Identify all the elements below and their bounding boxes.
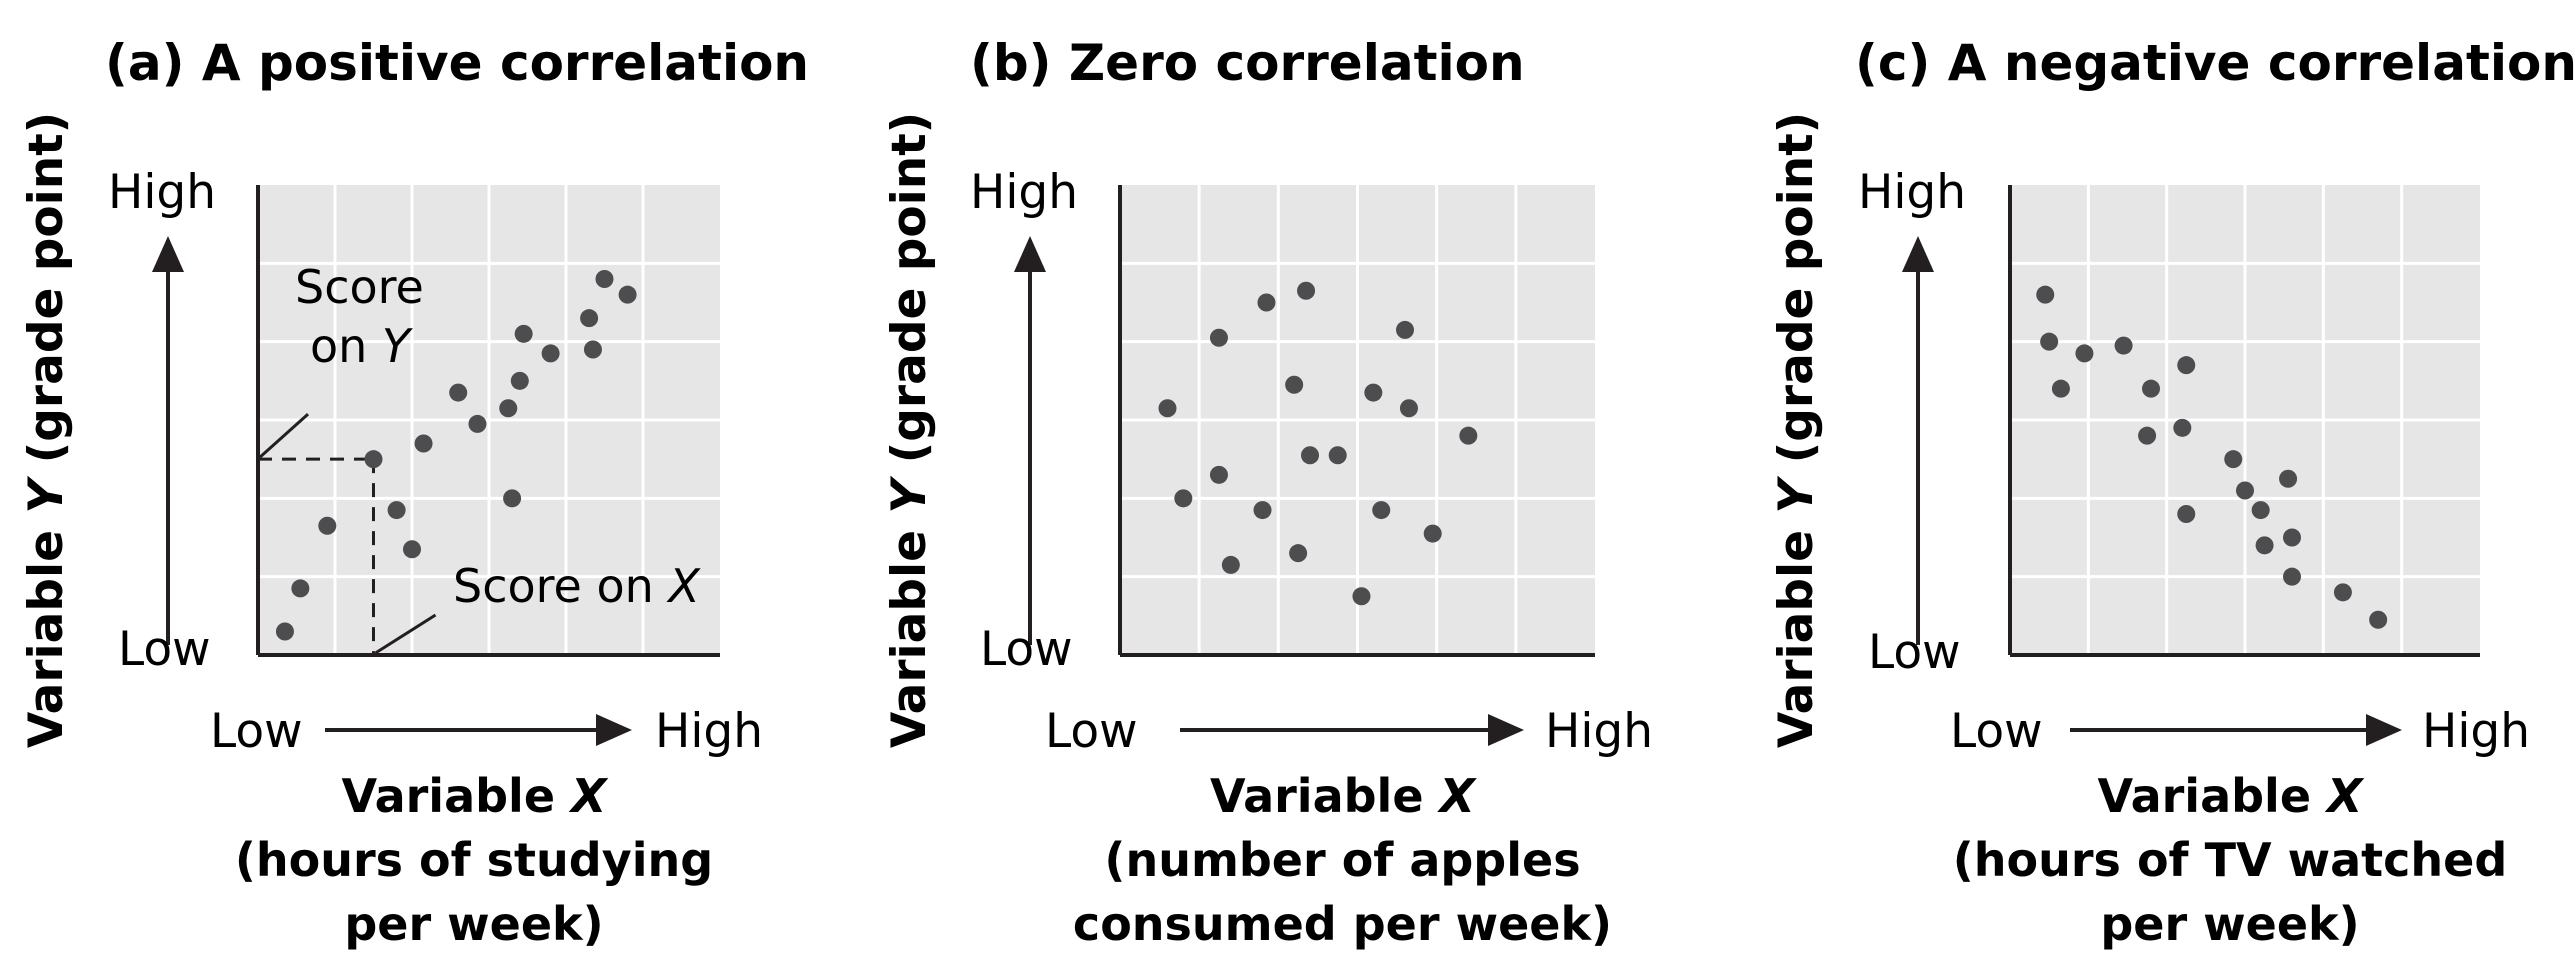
y-axis-label: Variable Y (grade point) (19, 112, 74, 748)
data-point (291, 579, 310, 598)
data-point (1372, 501, 1391, 520)
data-point (1301, 446, 1319, 465)
data-point (499, 399, 518, 418)
y-tick-high: High (970, 165, 1078, 220)
data-point (2075, 344, 2094, 363)
data-point (1399, 399, 1418, 418)
score-y-label-line2: on Y (310, 319, 414, 373)
data-point (2255, 536, 2274, 555)
data-point (2173, 418, 2192, 437)
panel-b: (b) Zero correlation High Low Variable Y (g… (882, 34, 1653, 951)
data-point (503, 489, 522, 508)
data-point (414, 434, 433, 453)
data-point (2283, 567, 2301, 586)
data-point (275, 622, 294, 641)
x-axis-label-line2: (number of apples (1104, 833, 1580, 887)
y-tick-low: Low (1868, 625, 1961, 680)
data-point (1459, 426, 1478, 445)
data-point (1158, 399, 1177, 418)
data-point (1289, 544, 1308, 563)
data-point (2142, 379, 2160, 398)
data-point (2177, 356, 2196, 375)
data-point (1209, 465, 1228, 484)
x-tick-low: Low (1950, 704, 2043, 759)
data-point (403, 540, 421, 559)
panel-title: (c) A negative correlation (1855, 34, 2575, 92)
data-point (2279, 469, 2298, 488)
data-point (1285, 375, 1304, 394)
data-point (364, 450, 383, 469)
y-tick-low: Low (118, 622, 211, 677)
data-point (1423, 524, 1442, 543)
data-point (1209, 328, 1228, 347)
data-point (1253, 501, 1272, 520)
x-axis-label: Variable X (342, 769, 610, 823)
data-point (468, 414, 487, 433)
data-point (449, 383, 468, 402)
data-point (2251, 501, 2270, 520)
data-point (514, 324, 533, 343)
data-point (2051, 379, 2070, 398)
data-point (1297, 281, 1316, 300)
data-point (1221, 555, 1240, 574)
data-point (618, 285, 637, 304)
data-point (2236, 481, 2254, 500)
data-point (2114, 336, 2133, 355)
data-point (510, 371, 529, 390)
score-y-leader-line (258, 413, 310, 459)
y-axis-label: Variable Y (grade point) (1769, 112, 1824, 748)
x-tick-high: High (1545, 704, 1653, 759)
x-axis-label-line3: per week) (2100, 897, 2359, 951)
data-point (583, 340, 602, 359)
data-point (318, 516, 337, 535)
data-point (387, 501, 406, 520)
x-tick-low: Low (210, 704, 303, 759)
data-point (1257, 293, 1276, 312)
data-point (595, 270, 614, 288)
data-point (2369, 610, 2388, 629)
data-point (2333, 583, 2352, 602)
data-point (1364, 383, 1383, 402)
x-axis-label-line3: per week) (344, 897, 603, 951)
panel-title: (a) A positive correlation (105, 34, 809, 92)
y-tick-high: High (1858, 165, 1966, 220)
score-x-label: Score on X (453, 559, 701, 613)
x-tick-high: High (2422, 704, 2530, 759)
x-axis-label-line3: consumed per week) (1073, 897, 1612, 951)
x-axis-label-line2: (hours of studying (235, 833, 713, 887)
score-x-leader-line (374, 613, 437, 655)
data-point (2138, 426, 2157, 445)
data-point (1328, 446, 1347, 465)
x-tick-high: High (655, 704, 763, 759)
data-point (2283, 528, 2301, 547)
score-y-label-line1: Score (295, 260, 424, 314)
data-point (1352, 587, 1371, 606)
panel-title: (b) Zero correlation (970, 34, 1525, 92)
y-axis-label: Variable Y (grade point) (882, 112, 937, 748)
data-point (541, 344, 560, 363)
data-point (2036, 285, 2055, 304)
data-point (2040, 332, 2059, 351)
x-axis-label: Variable X (1210, 769, 1478, 823)
data-point (1396, 320, 1414, 339)
y-tick-high: High (108, 165, 216, 220)
x-axis-label-line2: (hours of TV watched (1953, 833, 2508, 887)
y-tick-low: Low (980, 622, 1073, 677)
data-point (1174, 489, 1193, 508)
data-point (580, 309, 599, 328)
data-point (2224, 450, 2243, 469)
x-axis-label: Variable X (2098, 769, 2366, 823)
panel-c: (c) A negative correlation High Low Variabl… (1769, 34, 2575, 951)
x-tick-low: Low (1045, 704, 1138, 759)
data-point (2177, 505, 2196, 523)
